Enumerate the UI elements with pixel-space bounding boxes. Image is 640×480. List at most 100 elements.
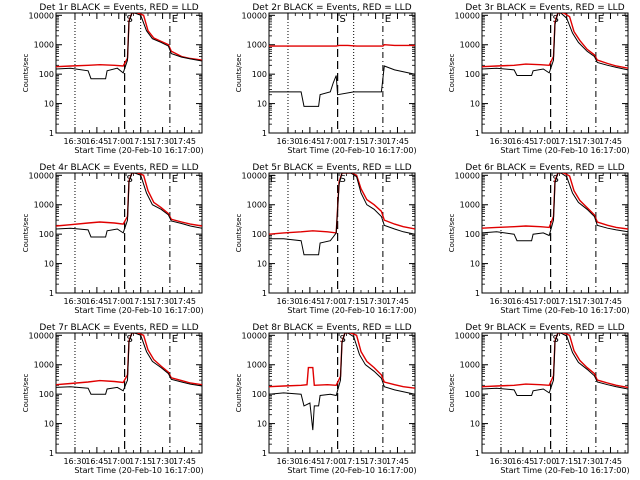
y-tick-label: 10 (44, 260, 54, 269)
marker-letter-S: S (339, 174, 345, 185)
y-tick-label: 100 (252, 230, 267, 239)
plot-frame (55, 172, 203, 294)
x-tick-label: 16:45 (298, 297, 321, 306)
lld-series-line (269, 173, 415, 235)
plot-frame (55, 332, 203, 454)
events-series-line (56, 13, 202, 80)
y-tick-label: 10 (44, 100, 54, 109)
events-series-line (56, 333, 202, 395)
y-tick-label: 100 (39, 70, 54, 79)
x-axis-label: Start Time (20-Feb-10 16:17:00) (500, 306, 629, 315)
y-tick-label: 100 (252, 390, 267, 399)
x-tick-label: 17:15 (555, 297, 578, 306)
chart-title: Det 3r BLACK = Events, RED = LLD (465, 3, 624, 13)
events-series-line (482, 333, 628, 396)
x-tick-label: 17:15 (555, 457, 578, 466)
lld-series-line (56, 173, 202, 227)
y-tick-label: 10 (44, 420, 54, 429)
y-tick-label: 10000 (455, 171, 480, 180)
marker-letter-E: E (172, 334, 178, 345)
chart-title: Det 2r BLACK = Events, RED = LLD (252, 3, 411, 13)
events-series-line (269, 333, 415, 431)
y-tick-label: 1 (262, 449, 267, 458)
x-axis-label: Start Time (20-Feb-10 16:17:00) (500, 466, 629, 475)
x-tick-label: 17:30 (364, 137, 387, 146)
events-series-line (482, 13, 628, 76)
plot-frame (481, 172, 629, 294)
y-tick-label: 10000 (29, 11, 54, 20)
events-series-line (482, 173, 628, 242)
y-axis-label: Counts/sec (448, 374, 456, 413)
y-tick-label: 1000 (34, 361, 54, 370)
y-tick-label: 100 (465, 70, 480, 79)
y-tick-label: 10 (257, 260, 267, 269)
x-tick-label: 17:15 (342, 297, 365, 306)
x-tick-label: 17:15 (129, 137, 152, 146)
y-axis-label: Counts/sec (448, 214, 456, 253)
x-tick-label: 17:00 (320, 297, 343, 306)
x-tick-label: 17:15 (129, 457, 152, 466)
chart-panel-3: Det 3r BLACK = Events, RED = LLD 1 10 100 10… (448, 3, 630, 155)
x-tick-label: 17:45 (599, 137, 622, 146)
y-axis-label: Counts/sec (235, 374, 243, 413)
x-tick-label: 17:45 (599, 457, 622, 466)
plot-frame (55, 12, 203, 134)
lld-series-line (269, 43, 415, 47)
chart-title: Det 7r BLACK = Events, RED = LLD (39, 323, 198, 333)
x-tick-label: 17:00 (533, 137, 556, 146)
y-tick-label: 10000 (29, 331, 54, 340)
marker-letter-E: E (598, 174, 604, 185)
y-tick-label: 1000 (34, 41, 54, 50)
x-tick-label: 17:30 (364, 297, 387, 306)
y-tick-label: 100 (252, 70, 267, 79)
chart-panel-8: Det 8r BLACK = Events, RED = LLD 1 10 100 10… (235, 323, 417, 475)
y-tick-label: 1000 (460, 41, 480, 50)
x-tick-label: 17:45 (599, 297, 622, 306)
y-tick-label: 10000 (455, 331, 480, 340)
y-tick-label: 1 (49, 449, 54, 458)
marker-letter-E: E (598, 14, 604, 25)
x-tick-label: 16:30 (276, 457, 299, 466)
x-tick-label: 16:45 (85, 137, 108, 146)
y-tick-label: 10000 (455, 11, 480, 20)
x-tick-label: 16:45 (85, 457, 108, 466)
x-axis-label: Start Time (20-Feb-10 16:17:00) (287, 146, 416, 155)
x-tick-label: 17:45 (173, 297, 196, 306)
x-tick-label: 17:30 (577, 137, 600, 146)
y-tick-label: 1000 (247, 201, 267, 210)
x-tick-label: 17:15 (129, 297, 152, 306)
y-tick-label: 10000 (242, 11, 267, 20)
x-axis-label: Start Time (20-Feb-10 16:17:00) (74, 466, 203, 475)
x-tick-label: 17:30 (151, 137, 174, 146)
marker-letter-E: E (385, 174, 391, 185)
y-tick-label: 100 (465, 390, 480, 399)
lld-series-line (482, 173, 628, 230)
x-tick-label: 17:45 (173, 457, 196, 466)
x-tick-label: 17:15 (342, 457, 365, 466)
y-tick-label: 10000 (29, 171, 54, 180)
y-tick-label: 1000 (460, 201, 480, 210)
y-tick-label: 100 (465, 230, 480, 239)
y-tick-label: 1 (475, 289, 480, 298)
y-tick-label: 10000 (242, 331, 267, 340)
plot-frame (481, 332, 629, 454)
y-tick-label: 1 (475, 129, 480, 138)
y-tick-label: 10000 (242, 171, 267, 180)
y-tick-label: 1 (262, 129, 267, 138)
chart-panel-1: Det 1r BLACK = Events, RED = LLD 1 10 100 10… (22, 3, 204, 155)
chart-panel-4: Det 4r BLACK = Events, RED = LLD 1 10 100 10… (22, 163, 204, 315)
events-series-line (56, 173, 202, 238)
y-tick-label: 1000 (34, 201, 54, 210)
x-tick-label: 16:45 (511, 137, 534, 146)
lld-series-line (482, 333, 628, 389)
x-tick-label: 17:00 (320, 137, 343, 146)
x-tick-label: 16:30 (63, 297, 86, 306)
x-axis-label: Start Time (20-Feb-10 16:17:00) (500, 146, 629, 155)
x-tick-label: 17:45 (386, 137, 409, 146)
x-tick-label: 17:30 (577, 457, 600, 466)
x-tick-label: 17:30 (364, 457, 387, 466)
y-tick-label: 10 (470, 420, 480, 429)
x-tick-label: 17:00 (533, 297, 556, 306)
chart-title: Det 9r BLACK = Events, RED = LLD (465, 323, 624, 333)
